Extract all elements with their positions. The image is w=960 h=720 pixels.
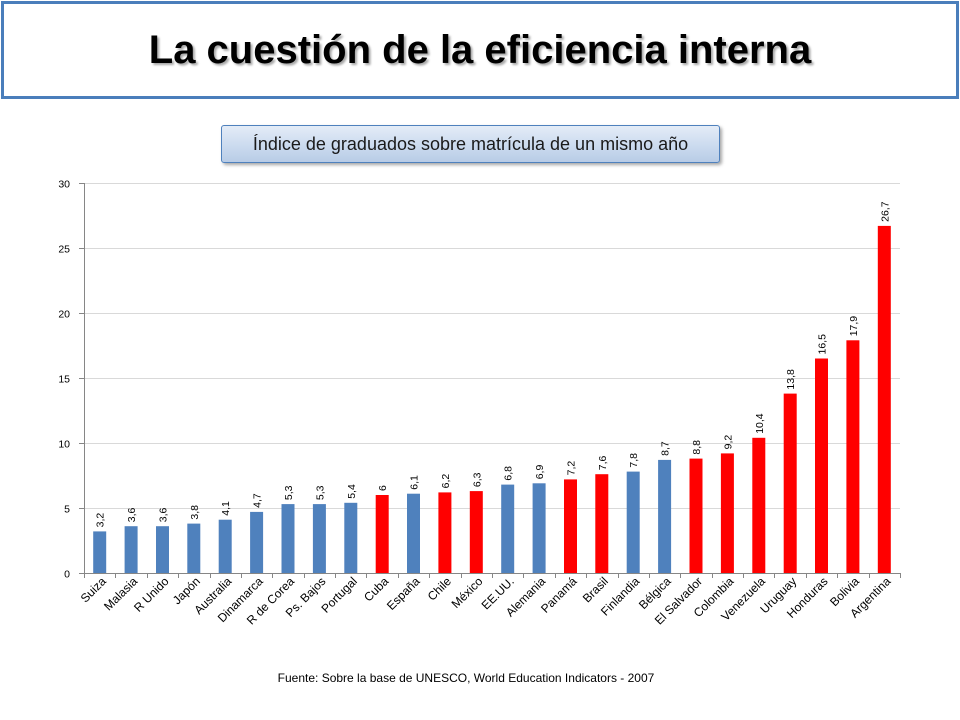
bar-chart: 3,2 3,6 3,6 3,8 4,1 4,7 5,3 5,3 5,4 6 6,1 6,2 6,3 6,8… [58, 179, 901, 628]
y-tick-label: 5 [64, 504, 70, 516]
data-label: 6 [377, 485, 389, 491]
bar [877, 225, 891, 573]
data-label: 8,7 [660, 441, 672, 456]
bar [720, 453, 734, 573]
bar [564, 479, 577, 573]
bar [846, 340, 860, 573]
bar [815, 358, 828, 573]
bar [250, 511, 264, 573]
bar [407, 493, 420, 573]
bar [689, 458, 703, 573]
bars [93, 225, 891, 573]
x-tick-label: R Unido [131, 574, 172, 615]
data-label: 16,5 [817, 334, 829, 355]
bar [375, 495, 389, 573]
data-label: 7,6 [597, 455, 609, 470]
data-label: 9,2 [722, 435, 734, 450]
bar [156, 526, 169, 573]
data-labels: 3,2 3,6 3,6 3,8 4,1 4,7 5,3 5,3 5,4 6 6,1 6,2 6,3 6,8… [95, 201, 892, 527]
bar [124, 526, 138, 573]
y-axis-labels: 0 5 10 15 20 25 30 [58, 179, 70, 581]
title-box: La cuestión de la eficiencia interna [1, 1, 959, 99]
bar [501, 484, 515, 573]
data-label: 5,4 [346, 484, 358, 499]
source-note: Fuente: Sobre la base de UNESCO, World E… [277, 671, 655, 685]
data-label: 26,7 [879, 201, 891, 222]
axes [79, 183, 901, 578]
bar [438, 492, 452, 573]
page-title: La cuestión de la eficiencia interna [148, 27, 812, 72]
y-tick-label: 30 [58, 179, 70, 191]
data-label: 4,1 [220, 501, 232, 516]
y-tick-label: 10 [58, 439, 70, 451]
bar [626, 471, 640, 573]
bar [218, 519, 232, 573]
y-tick-label: 0 [64, 569, 70, 581]
data-label: 3,8 [189, 505, 201, 520]
bar [344, 502, 358, 573]
bar [93, 531, 107, 573]
bar [595, 474, 609, 573]
x-tick-label: Panamá [538, 574, 580, 616]
gridlines [84, 183, 900, 509]
x-tick-label: México [449, 574, 486, 611]
data-label: 3,2 [95, 513, 107, 528]
y-tick-label: 20 [58, 309, 70, 321]
y-tick-label: 15 [58, 374, 70, 386]
y-tick-label: 25 [58, 244, 70, 256]
data-label: 6,3 [471, 472, 483, 487]
data-label: 5,3 [283, 485, 295, 500]
x-tick-label: España [384, 574, 423, 613]
data-label: 7,8 [628, 453, 640, 468]
bar [532, 483, 546, 573]
data-label: 6,9 [534, 465, 546, 480]
chart-title-box: Índice de graduados sobre matrícula de u… [221, 125, 720, 163]
data-label: 7,2 [566, 461, 578, 476]
bar [783, 393, 797, 573]
data-label: 3,6 [126, 507, 138, 522]
data-label: 6,1 [409, 475, 421, 490]
data-label: 5,3 [314, 485, 326, 500]
bar [752, 437, 766, 573]
data-label: 8,8 [691, 440, 703, 455]
data-label: 4,7 [252, 493, 264, 508]
bar [658, 459, 672, 573]
bar [187, 523, 201, 573]
data-label: 13,8 [785, 369, 797, 390]
data-label: 3,6 [158, 507, 170, 522]
data-label: 6,8 [503, 466, 515, 481]
bar [312, 504, 326, 573]
data-label: 6,2 [440, 474, 452, 489]
chart-title: Índice de graduados sobre matrícula de u… [252, 133, 689, 154]
bar [281, 504, 295, 573]
data-label: 17,9 [848, 316, 860, 337]
data-label: 10,4 [754, 413, 766, 434]
bar [469, 491, 483, 573]
